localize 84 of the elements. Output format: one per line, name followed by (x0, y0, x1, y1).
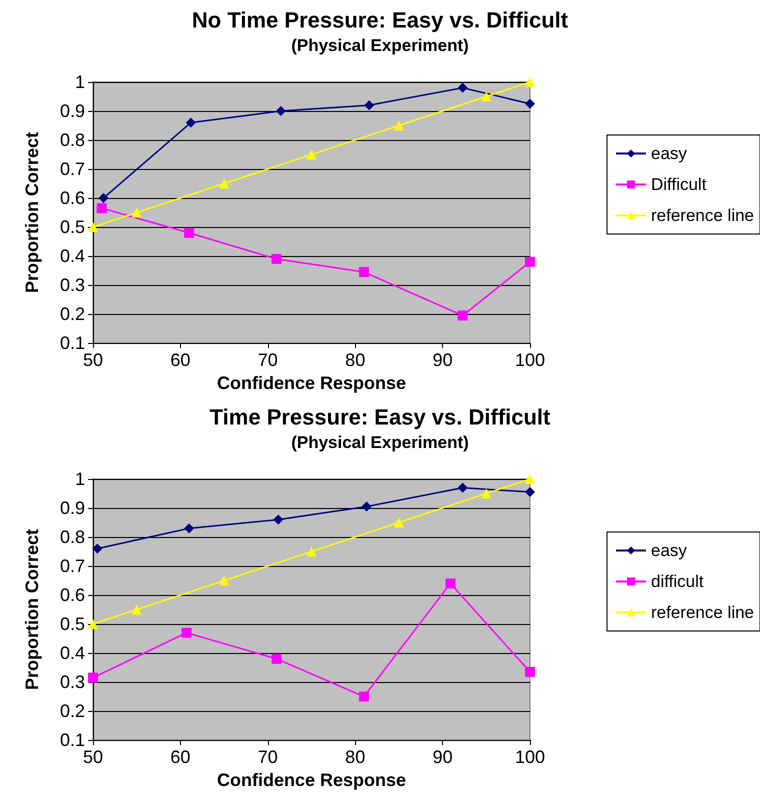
y-tick-label: 1 (74, 469, 85, 489)
y-tick-label: 0.1 (60, 730, 85, 750)
chart-title: Time Pressure: Easy vs. Difficult (210, 404, 552, 430)
point (394, 518, 404, 528)
y-tick-label: 0.8 (60, 130, 85, 150)
point (273, 514, 284, 525)
point (358, 267, 369, 278)
y-tick-label: 0.5 (60, 614, 85, 634)
point (362, 502, 372, 512)
y-tick-label: 0.8 (60, 527, 85, 548)
y-tick-label: 0.4 (60, 246, 85, 266)
x-tick-label: 50 (82, 350, 104, 370)
point (98, 193, 108, 204)
x-axis-title: Confidence Response (216, 770, 406, 790)
point (272, 654, 282, 664)
point (272, 254, 282, 264)
y-tick-label: 0.4 (60, 643, 85, 664)
x-tick-label: 60 (170, 747, 190, 768)
point (276, 106, 286, 116)
x-tick-label: 60 (170, 350, 190, 370)
legend-label: Difficult (650, 175, 707, 194)
x-tick-label: 90 (432, 350, 453, 370)
chart-subtitle: (Physical Experiment) (291, 36, 469, 55)
point (525, 98, 535, 109)
y-tick-label: 0.3 (60, 275, 85, 296)
x-tick-label: 70 (258, 350, 278, 370)
y-tick-label: 0.2 (60, 701, 85, 722)
y-axis-title: Proportion Correct (22, 529, 42, 690)
point (96, 203, 107, 214)
point (458, 310, 468, 321)
chart-subtitle: (Physical Experiment) (291, 433, 469, 452)
point (481, 92, 492, 102)
y-tick-label: 0.2 (60, 304, 85, 324)
y-tick-label: 0.5 (60, 217, 85, 238)
point (525, 487, 535, 498)
point (88, 672, 98, 683)
point (88, 619, 98, 630)
point (458, 82, 468, 93)
point (184, 523, 194, 534)
x-axis-title: Confidence Response (216, 373, 406, 393)
point (88, 222, 98, 232)
y-tick-label: 0.6 (60, 188, 85, 208)
point (394, 120, 404, 131)
x-tick-label: 80 (345, 350, 366, 370)
point (481, 488, 492, 499)
point (182, 628, 192, 638)
legend-label: difficult (650, 572, 704, 591)
legend-label: reference line (650, 603, 754, 622)
y-tick-label: 0.7 (60, 556, 85, 576)
point (525, 77, 535, 87)
legend-label: easy (650, 144, 688, 163)
x-tick-label: 50 (82, 747, 104, 768)
legend-label: easy (650, 541, 688, 560)
chart-title: No Time Pressure: Easy vs. Difficult (192, 8, 569, 32)
x-tick-label: 70 (258, 747, 278, 768)
point (306, 546, 316, 557)
x-tick-label: 100 (514, 350, 546, 370)
legend-label: reference line (650, 206, 754, 225)
y-tick-label: 0.1 (60, 333, 85, 354)
point (92, 544, 102, 554)
point (445, 578, 456, 588)
point (186, 118, 196, 128)
y-tick-label: 1 (74, 72, 85, 92)
point (306, 150, 316, 160)
y-axis-title: Proportion Correct (22, 132, 42, 294)
point (132, 208, 142, 218)
point (525, 666, 535, 677)
y-tick-label: 0.9 (60, 101, 85, 122)
y-tick-label: 0.6 (60, 585, 85, 606)
x-tick-label: 80 (345, 747, 366, 768)
point (525, 256, 535, 267)
x-tick-label: 100 (514, 747, 546, 768)
point (525, 474, 535, 484)
y-tick-label: 0.3 (60, 672, 85, 692)
point (219, 178, 230, 189)
point (184, 228, 194, 238)
x-tick-label: 90 (432, 747, 453, 768)
y-tick-label: 0.9 (60, 498, 85, 518)
point (132, 604, 142, 615)
point (358, 692, 369, 702)
point (458, 482, 468, 493)
point (219, 576, 230, 586)
y-tick-label: 0.7 (60, 159, 85, 180)
point (364, 100, 374, 110)
